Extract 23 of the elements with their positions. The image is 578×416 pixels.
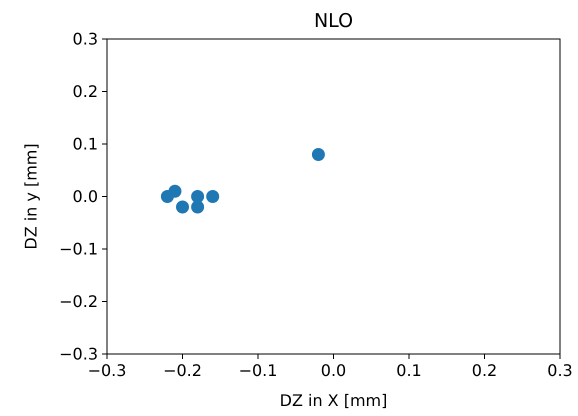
point — [206, 190, 220, 203]
point — [191, 190, 204, 203]
y-tick-label: 0.1 — [72, 134, 98, 154]
x-tick-label: −0.3 — [88, 361, 126, 380]
point — [191, 200, 204, 214]
x-tick-label: 0.0 — [320, 361, 346, 380]
x-tick-label: 0.1 — [396, 361, 422, 380]
x-axis-title: DZ in X [mm] — [280, 391, 388, 410]
y-tick-label: 0.3 — [72, 30, 98, 49]
x-tick-label: 0.2 — [472, 361, 498, 380]
y-tick-label: −0.3 — [59, 344, 98, 364]
y-tick-label: −0.2 — [59, 292, 98, 312]
chart-title: NLO — [314, 10, 354, 32]
x-tick-label: 0.3 — [547, 361, 573, 380]
y-tick-label: 0.0 — [72, 187, 98, 206]
point — [176, 200, 189, 214]
y-axis-title: DZ in y [mm] — [22, 143, 41, 250]
x-tick-label: −0.2 — [163, 361, 202, 380]
y-tick-label: −0.1 — [59, 240, 98, 259]
point — [312, 148, 325, 161]
y-tick-label: 0.2 — [72, 82, 98, 102]
x-tick-label: −0.1 — [238, 361, 278, 380]
point — [168, 184, 182, 198]
